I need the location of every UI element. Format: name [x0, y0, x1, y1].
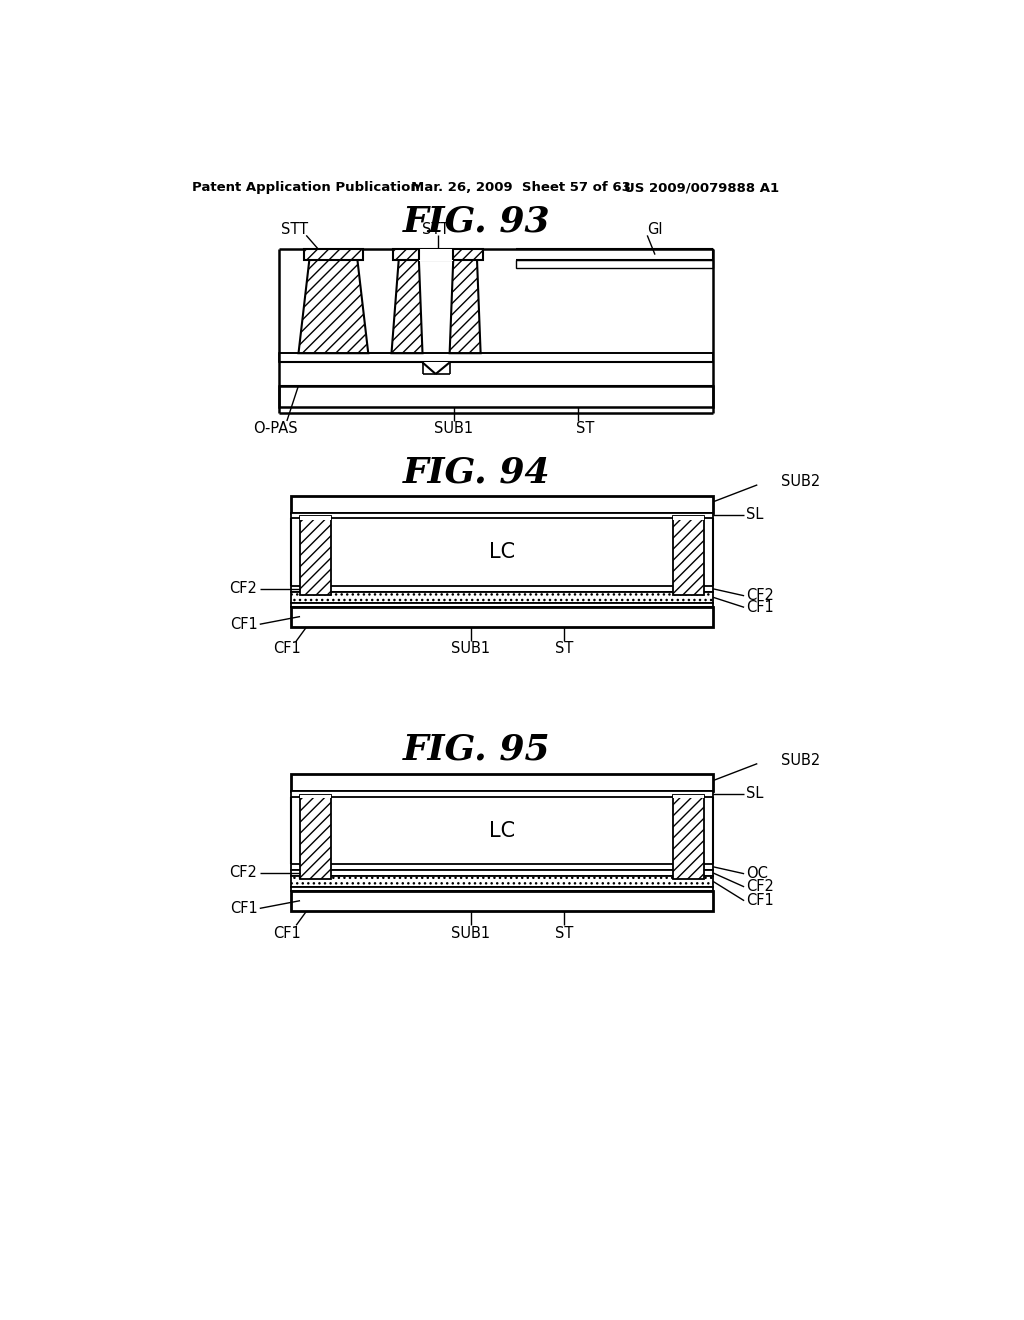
Bar [291, 865, 713, 870]
Text: SUB2: SUB2 [780, 752, 820, 768]
Text: ST: ST [555, 642, 573, 656]
Text: SUB2: SUB2 [780, 474, 820, 490]
Bar [291, 876, 713, 887]
Text: SUB1: SUB1 [452, 925, 490, 941]
Text: SUB1: SUB1 [452, 642, 490, 656]
Bar [291, 891, 713, 911]
Text: FIG. 95: FIG. 95 [402, 733, 551, 767]
Text: SL: SL [746, 507, 764, 523]
Text: O-PAS: O-PAS [253, 421, 298, 436]
Bar [300, 795, 331, 879]
Polygon shape [423, 363, 450, 374]
Bar [300, 795, 331, 799]
Text: LC: LC [488, 821, 515, 841]
Text: FIG. 93: FIG. 93 [402, 205, 551, 239]
Bar [673, 516, 703, 520]
Bar [420, 249, 453, 261]
Bar [515, 260, 713, 268]
Bar [291, 496, 713, 512]
Bar [291, 887, 713, 891]
Bar [515, 249, 713, 260]
Text: STT': STT' [423, 222, 454, 236]
Text: SL: SL [746, 787, 764, 801]
Bar [673, 795, 703, 879]
Text: CF1: CF1 [273, 925, 301, 941]
Text: Mar. 26, 2009  Sheet 57 of 63: Mar. 26, 2009 Sheet 57 of 63 [411, 181, 631, 194]
Text: ST: ST [555, 925, 573, 941]
Bar [423, 363, 450, 374]
Bar [300, 516, 331, 520]
Bar [291, 870, 713, 876]
Bar [291, 775, 713, 791]
Text: FIG. 94: FIG. 94 [402, 455, 551, 490]
Text: STT: STT [281, 222, 308, 236]
Bar [291, 512, 713, 517]
Text: OC: OC [746, 866, 768, 882]
Bar [673, 516, 703, 595]
Text: CF1: CF1 [746, 599, 774, 615]
Polygon shape [450, 253, 480, 354]
Text: Patent Application Publication: Patent Application Publication [191, 181, 419, 194]
Text: CF1: CF1 [273, 642, 301, 656]
Bar [291, 586, 713, 591]
Text: CF2: CF2 [229, 866, 257, 880]
Text: SUB1: SUB1 [434, 421, 473, 436]
Text: CF1: CF1 [229, 900, 257, 916]
Bar [291, 607, 713, 627]
Polygon shape [391, 253, 423, 354]
Text: US 2009/0079888 A1: US 2009/0079888 A1 [624, 181, 779, 194]
Bar [393, 249, 483, 260]
Text: CF2: CF2 [746, 879, 774, 895]
Bar [280, 363, 713, 385]
Polygon shape [299, 253, 369, 354]
Bar [673, 795, 703, 799]
Text: CF2: CF2 [746, 589, 774, 603]
Text: CF1: CF1 [746, 894, 774, 908]
Bar [300, 516, 331, 595]
Bar [280, 354, 713, 363]
Bar [280, 385, 713, 407]
Bar [304, 249, 362, 260]
Text: CF1: CF1 [229, 616, 257, 632]
Bar [291, 603, 713, 607]
Text: ST: ST [577, 421, 595, 436]
Bar [291, 591, 713, 603]
Bar [291, 792, 713, 797]
Text: GI: GI [647, 222, 663, 236]
Text: CF2: CF2 [229, 581, 257, 597]
Text: LC: LC [488, 543, 515, 562]
